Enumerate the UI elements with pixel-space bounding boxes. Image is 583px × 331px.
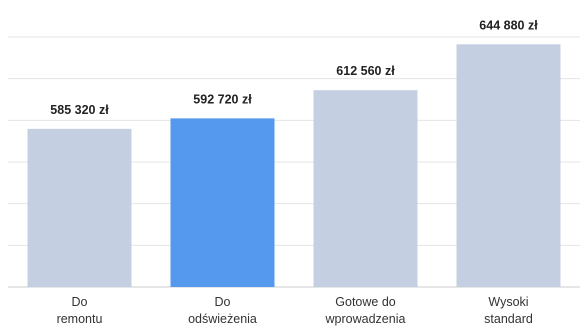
bar-value-label: 592 720 zł: [193, 92, 252, 106]
bar: [456, 44, 561, 287]
value-labels-group: 585 320 zł 592 720 zł 612 560 zł 644 880 zł: [50, 18, 538, 117]
category-label: Gotowe do: [335, 295, 396, 309]
bar-value-label: 612 560 zł: [336, 64, 395, 78]
category-label: odświeżenia: [188, 312, 257, 326]
category-label: wprowadzenia: [325, 312, 406, 326]
bar-value-label: 644 880 zł: [479, 18, 538, 32]
bars-group: [27, 44, 561, 287]
bar: [27, 128, 132, 287]
category-label: remontu: [57, 312, 103, 326]
category-label: Wysoki: [488, 295, 528, 309]
bar-value-label: 585 320 zł: [50, 103, 109, 117]
category-labels-group: Do remontu Do odświeżenia Gotowe do wprowadze…: [57, 295, 533, 326]
category-label: Do: [72, 295, 88, 309]
category-label: standard: [484, 312, 533, 326]
bar: [170, 118, 275, 287]
bar: [313, 90, 418, 287]
category-label: Do: [215, 295, 231, 309]
